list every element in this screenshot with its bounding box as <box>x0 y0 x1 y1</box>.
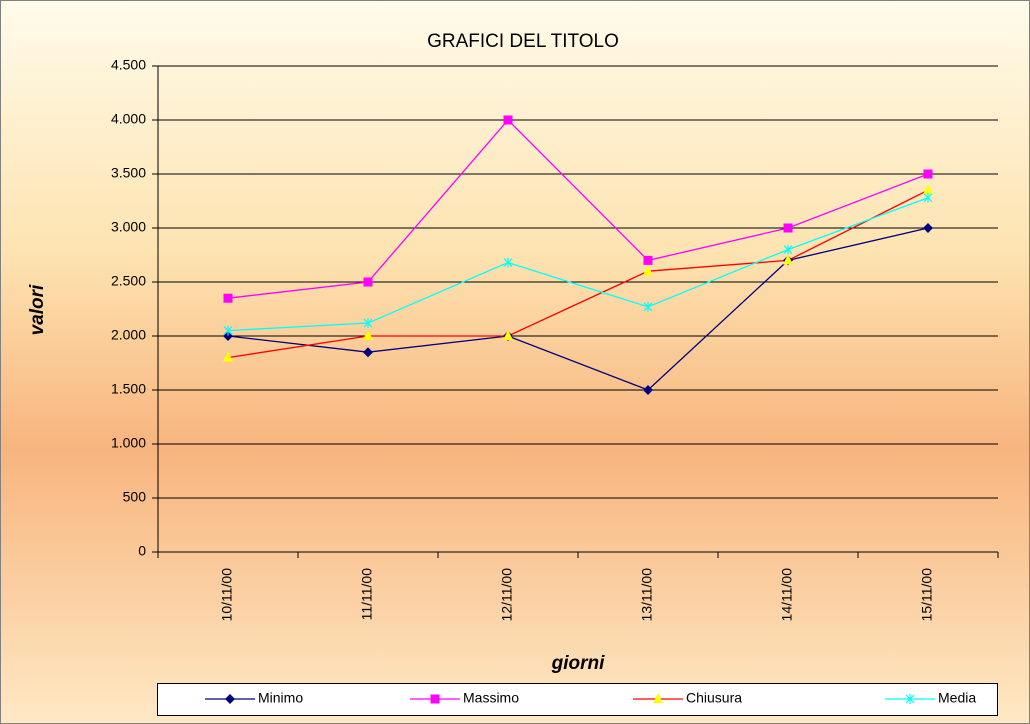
marker <box>503 257 513 268</box>
y-tick-label: 2.000 <box>111 327 146 343</box>
marker <box>783 254 793 265</box>
x-tick-label: 10/11/00 <box>219 568 235 622</box>
marker <box>653 693 663 703</box>
series-line <box>227 197 929 332</box>
marker <box>643 265 653 276</box>
legend-label: Chiusura <box>686 690 742 706</box>
y-tick-label: 4.000 <box>111 111 146 127</box>
legend-label: Massimo <box>463 690 519 706</box>
marker <box>430 694 440 704</box>
y-tick-label: 3.500 <box>111 165 146 181</box>
marker <box>223 325 233 336</box>
marker <box>923 223 933 233</box>
marker <box>643 255 653 265</box>
x-tick-label: 12/11/00 <box>499 568 515 622</box>
marker <box>503 330 513 340</box>
marker <box>363 318 373 329</box>
y-tick-label: 4.500 <box>111 57 146 73</box>
series-line <box>227 227 929 391</box>
legend-label: Minimo <box>258 690 303 706</box>
y-tick-label: 0 <box>138 543 146 559</box>
marker <box>923 169 933 179</box>
x-tick-label: 13/11/00 <box>639 568 655 622</box>
marker <box>923 184 933 195</box>
x-tick-label: 11/11/00 <box>359 568 375 621</box>
x-tick-label: 15/11/00 <box>919 568 935 622</box>
marker <box>643 301 653 312</box>
marker <box>363 330 373 340</box>
marker <box>923 192 933 203</box>
legend <box>157 683 998 716</box>
marker <box>363 347 373 358</box>
marker <box>905 694 915 704</box>
y-tick-label: 500 <box>123 489 147 505</box>
marker <box>363 277 373 287</box>
marker <box>223 293 233 303</box>
marker <box>225 694 235 704</box>
x-axis-label: giorni <box>551 653 605 674</box>
y-tick-label: 1.500 <box>111 381 146 397</box>
series-line <box>227 189 929 359</box>
chart-title: GRAFICI DEL TITOLO <box>427 31 619 52</box>
series-line <box>227 119 929 299</box>
marker <box>503 115 513 125</box>
x-tick-label: 14/11/00 <box>779 568 795 622</box>
y-tick-label: 1.000 <box>111 435 146 451</box>
legend-label: Media <box>938 690 976 706</box>
marker <box>783 244 793 255</box>
y-tick-label: 3.000 <box>111 219 146 235</box>
marker <box>783 223 793 233</box>
marker <box>223 351 233 362</box>
marker <box>643 385 653 395</box>
y-axis-label: valori <box>27 284 48 335</box>
y-tick-label: 2.500 <box>111 273 146 289</box>
